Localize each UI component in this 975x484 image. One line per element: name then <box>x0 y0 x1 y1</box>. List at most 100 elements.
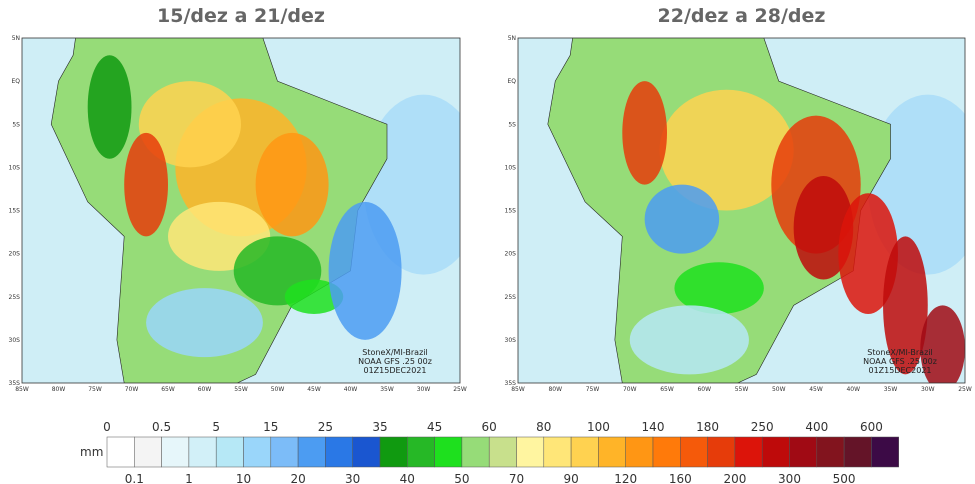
colorbar-swatch <box>761 436 790 468</box>
colorbar-label: 15 <box>263 420 278 434</box>
rain-area <box>838 193 898 314</box>
colorbar-label: 10 <box>236 472 251 484</box>
colorbar-label: 1 <box>185 472 193 484</box>
colorbar-label: 70 <box>509 472 524 484</box>
credit: NOAA GFS .25 00z <box>863 357 937 366</box>
colorbar-label: 600 <box>860 420 883 434</box>
rain-area <box>629 305 749 375</box>
colorbar-label: 35 <box>372 420 387 434</box>
colorbar-swatch <box>734 436 763 468</box>
colorbar-swatch <box>161 436 190 468</box>
lat-label: 5N <box>12 35 20 42</box>
lon-label: 35W <box>380 386 394 393</box>
colorbar-label: 400 <box>805 420 828 434</box>
colorbar-swatch <box>516 436 545 468</box>
rain-area <box>659 89 794 211</box>
lat-label: 15S <box>505 208 517 215</box>
colorbar-swatch <box>871 436 899 468</box>
lat-label: 20S <box>9 251 21 258</box>
lat-label: 10S <box>505 164 517 171</box>
colorbar-label: 100 <box>587 420 610 434</box>
lat-label: 35S <box>505 380 517 387</box>
colorbar-swatch <box>488 436 517 468</box>
credit: 01Z15DEC2021 <box>869 366 932 375</box>
lon-label: 50W <box>772 386 786 393</box>
colorbar-swatch <box>652 436 681 468</box>
colorbar-swatch <box>570 436 599 468</box>
rain-area <box>146 288 263 358</box>
rain-area <box>138 81 241 168</box>
lon-label: 55W <box>234 386 248 393</box>
lon-label: 60W <box>697 386 711 393</box>
lon-label: 25W <box>453 386 467 393</box>
map <box>518 38 965 383</box>
colorbar-label: 5 <box>212 420 220 434</box>
colorbar-swatch <box>215 436 244 468</box>
rain-area <box>793 176 854 280</box>
lat-label: 25S <box>505 294 517 301</box>
rain-area <box>883 236 928 375</box>
lon-label: 75W <box>88 386 102 393</box>
lon-label: 65W <box>161 386 175 393</box>
colorbar-label: 45 <box>427 420 442 434</box>
colorbar-swatch <box>270 436 299 468</box>
rain-area <box>920 305 965 383</box>
lat-label: 10S <box>9 164 21 171</box>
colorbar-swatch <box>843 436 872 468</box>
rain-area <box>644 184 720 254</box>
lon-label: 85W <box>15 386 29 393</box>
colorbar-label: 0.5 <box>152 420 171 434</box>
map-frame <box>21 37 461 384</box>
colorbar-label: 500 <box>833 472 856 484</box>
rain-area <box>622 81 668 185</box>
rain-area <box>124 132 168 237</box>
colorbar-swatch <box>680 436 708 468</box>
lat-label: 30S <box>505 337 517 344</box>
lat-label: 5S <box>508 121 516 128</box>
lat-label: 5N <box>508 35 516 42</box>
lon-label: 40W <box>846 386 860 393</box>
colorbar-label: 0.1 <box>125 472 144 484</box>
colorbar-swatch <box>297 436 326 468</box>
colorbar-swatch <box>789 436 818 468</box>
lat-label: 20S <box>505 251 517 258</box>
colorbar-label: 300 <box>778 472 801 484</box>
colorbar-label: 90 <box>563 472 578 484</box>
credit: 01Z15DEC2021 <box>364 366 427 375</box>
rain-area <box>328 201 402 340</box>
lon-label: 80W <box>52 386 66 393</box>
colorbar-swatch <box>106 436 135 468</box>
lon-label: 25W <box>958 386 972 393</box>
colorbar-swatch <box>188 436 217 468</box>
colorbar-label: 50 <box>454 472 469 484</box>
colorbar-swatch <box>407 436 435 468</box>
colorbar-label: 60 <box>482 420 497 434</box>
rain-area <box>255 132 329 237</box>
lon-label: 45W <box>307 386 321 393</box>
colorbar-swatch <box>598 436 626 468</box>
lon-label: 40W <box>344 386 358 393</box>
lon-label: 80W <box>548 386 562 393</box>
lon-label: 30W <box>921 386 935 393</box>
lat-label: 25S <box>9 294 21 301</box>
lon-label: 55W <box>735 386 749 393</box>
colorbar-unit: mm <box>80 445 103 459</box>
colorbar-swatch <box>325 436 353 468</box>
credit: NOAA GFS .25 00z <box>358 357 432 366</box>
lon-label: 45W <box>809 386 823 393</box>
credit: StoneX/MI-Brazil <box>867 348 932 357</box>
lat-label: 35S <box>9 380 21 387</box>
rain-area <box>674 262 764 314</box>
colorbar-swatch <box>543 436 572 468</box>
colorbar-label: 40 <box>400 472 415 484</box>
lon-label: 60W <box>198 386 212 393</box>
rain-area <box>284 279 344 314</box>
lon-label: 70W <box>623 386 637 393</box>
panel-title: 15/dez a 21/dez <box>157 5 325 27</box>
colorbar-label: 160 <box>669 472 692 484</box>
colorbar-swatch <box>134 436 162 468</box>
lat-label: 5S <box>12 121 20 128</box>
rain-area <box>87 55 132 159</box>
colorbar-swatch <box>625 436 654 468</box>
colorbar-swatch <box>707 436 736 468</box>
